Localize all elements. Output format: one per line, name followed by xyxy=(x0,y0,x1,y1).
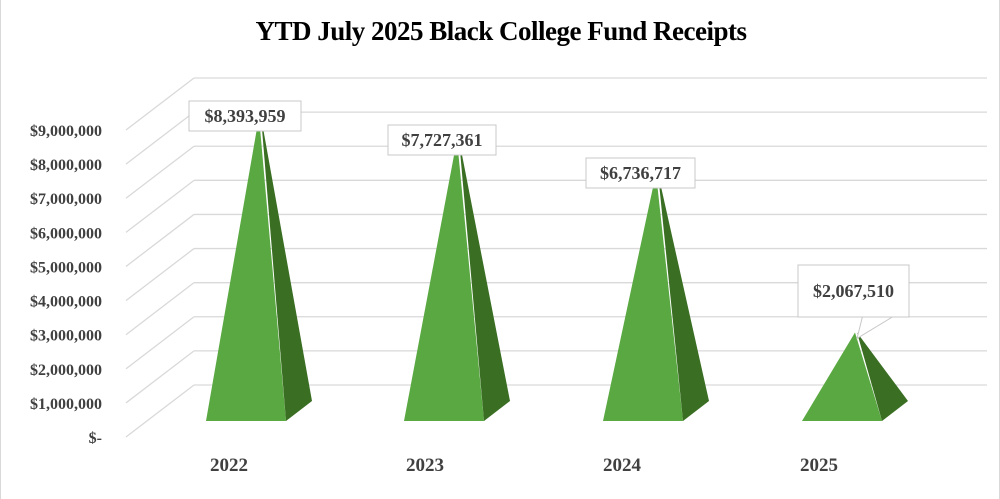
y-axis-tick-label: $9,000,000 xyxy=(30,123,102,140)
y-axis-tick-label: $4,000,000 xyxy=(30,294,102,311)
x-axis-tick-label: 2024 xyxy=(603,455,642,476)
data-label-box xyxy=(188,100,302,132)
gridline-side xyxy=(125,248,195,302)
pyramid-front-face-2022 xyxy=(206,116,286,421)
gridline-side xyxy=(125,77,195,131)
gridline-side xyxy=(125,145,195,199)
data-label-box xyxy=(387,124,497,156)
data-label-2025: $2,067,510 xyxy=(813,281,894,301)
y-axis-tick-label: $5,000,000 xyxy=(30,259,102,276)
x-axis-tick-label: 2022 xyxy=(210,455,248,476)
pyramid-side-face-2025 xyxy=(857,332,908,421)
gridline-side xyxy=(125,111,195,165)
callout-pointer xyxy=(856,316,893,340)
pyramid-front-face-2024 xyxy=(603,173,683,421)
pyramid-side-face-2022 xyxy=(261,116,312,421)
y-axis-tick-label: $7,000,000 xyxy=(30,191,102,208)
x-axis-tick-label: 2025 xyxy=(800,455,838,476)
pyramid-front-face-2023 xyxy=(404,139,484,421)
y-axis-tick-label: $8,000,000 xyxy=(30,157,102,174)
gridline-side xyxy=(125,384,195,438)
data-label-box xyxy=(797,264,910,318)
gridline-side xyxy=(125,282,195,336)
y-axis-tick-label: $6,000,000 xyxy=(30,225,102,242)
gridline-side xyxy=(125,316,195,370)
pyramid-side-face-2023 xyxy=(459,139,510,421)
pyramid-side-face-2024 xyxy=(658,173,709,421)
data-label-box xyxy=(585,157,696,189)
y-axis-tick-label: $3,000,000 xyxy=(30,328,102,345)
chart-title: YTD July 2025 Black College Fund Receipt… xyxy=(255,16,747,46)
y-axis-tick-label: $2,000,000 xyxy=(30,362,102,379)
data-label-2022: $8,393,959 xyxy=(205,106,286,126)
x-axis-tick-label: 2023 xyxy=(406,455,444,476)
gridline-side xyxy=(125,213,195,267)
gridline-side xyxy=(125,179,195,233)
data-label-2024: $6,736,717 xyxy=(600,163,681,183)
y-axis-tick-label: $1,000,000 xyxy=(30,396,102,413)
y-axis-tick-label: $- xyxy=(89,430,102,447)
gridline-side xyxy=(125,350,195,404)
data-label-2023: $7,727,361 xyxy=(402,130,483,150)
pyramid-front-face-2025 xyxy=(802,332,882,421)
